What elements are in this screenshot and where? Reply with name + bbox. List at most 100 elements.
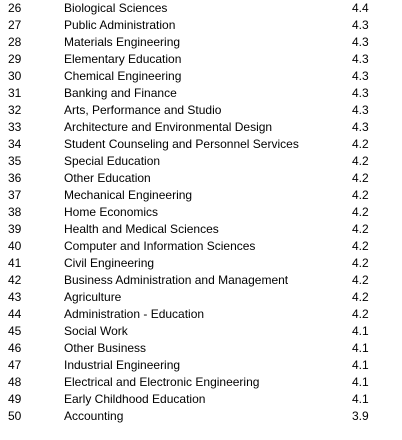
- table-row: 31 Banking and Finance 4.3: [0, 85, 402, 102]
- rank: 26: [8, 1, 22, 15]
- table-row: 50 Accounting 3.9: [0, 408, 402, 425]
- table-row: 32 Arts, Performance and Studio 4.3: [0, 102, 402, 119]
- score: 4.2: [352, 290, 369, 304]
- table-row: 49 Early Childhood Education 4.1: [0, 391, 402, 408]
- field-name: Chemical Engineering: [64, 69, 182, 83]
- score: 4.3: [352, 120, 369, 134]
- rank: 33: [8, 120, 22, 134]
- rank: 31: [8, 86, 22, 100]
- table-row: 46 Other Business 4.1: [0, 340, 402, 357]
- table-row: 43 Agriculture 4.2: [0, 289, 402, 306]
- rank: 43: [8, 290, 22, 304]
- field-name: Business Administration and Management: [64, 273, 289, 287]
- table-row: 38 Home Economics 4.2: [0, 204, 402, 221]
- table-row: 40 Computer and Information Sciences 4.2: [0, 238, 402, 255]
- field-name: Home Economics: [64, 205, 159, 219]
- rank: 34: [8, 137, 22, 151]
- score: 4.1: [352, 358, 369, 372]
- field-name: Biological Sciences: [64, 1, 168, 15]
- table-row: 47 Industrial Engineering 4.1: [0, 357, 402, 374]
- score: 4.2: [352, 256, 369, 270]
- table-row: 39 Health and Medical Sciences 4.2: [0, 221, 402, 238]
- field-name: Administration - Education: [64, 307, 205, 321]
- table-row: 33 Architecture and Environmental Design 4…: [0, 119, 402, 136]
- score: 4.2: [352, 205, 369, 219]
- field-name: Special Education: [64, 154, 161, 168]
- table-row: 26 Biological Sciences 4.4: [0, 0, 402, 17]
- rank: 40: [8, 239, 22, 253]
- table-row: 27 Public Administration 4.3: [0, 17, 402, 34]
- table-row: 29 Elementary Education 4.3: [0, 51, 402, 68]
- rank: 32: [8, 103, 22, 117]
- score: 4.2: [352, 273, 369, 287]
- rank: 46: [8, 341, 22, 355]
- rank: 29: [8, 52, 22, 66]
- table-row: 34 Student Counseling and Personnel Servi…: [0, 136, 402, 153]
- field-name: Industrial Engineering: [64, 358, 181, 372]
- score: 4.3: [352, 52, 369, 66]
- table-row: 44 Administration - Education 4.2: [0, 306, 402, 323]
- rank: 27: [8, 18, 22, 32]
- table-row: 36 Other Education 4.2: [0, 170, 402, 187]
- table-row: 28 Materials Engineering 4.3: [0, 34, 402, 51]
- score: 4.2: [352, 171, 369, 185]
- score: 4.1: [352, 392, 369, 406]
- score: 4.2: [352, 137, 369, 151]
- field-name: Arts, Performance and Studio: [64, 103, 222, 117]
- table-row: 30 Chemical Engineering 4.3: [0, 68, 402, 85]
- field-name: Computer and Information Sciences: [64, 239, 256, 253]
- table-row: 45 Social Work 4.1: [0, 323, 402, 340]
- field-name: Other Business: [64, 341, 147, 355]
- rank: 49: [8, 392, 22, 406]
- score: 4.2: [352, 222, 369, 236]
- field-name: Electrical and Electronic Engineering: [64, 375, 260, 389]
- field-name: Early Childhood Education: [64, 392, 206, 406]
- rank: 39: [8, 222, 22, 236]
- score: 4.2: [352, 188, 369, 202]
- rank: 41: [8, 256, 22, 270]
- rank: 42: [8, 273, 22, 287]
- field-name: Health and Medical Sciences: [64, 222, 219, 236]
- field-name: Public Administration: [64, 18, 176, 32]
- field-name: Agriculture: [64, 290, 122, 304]
- rank: 50: [8, 409, 22, 423]
- table-row: 37 Mechanical Engineering 4.2: [0, 187, 402, 204]
- field-name: Civil Engineering: [64, 256, 155, 270]
- score: 4.3: [352, 69, 369, 83]
- table-row: 42 Business Administration and Management…: [0, 272, 402, 289]
- rank: 35: [8, 154, 22, 168]
- field-name: Mechanical Engineering: [64, 188, 193, 202]
- rank: 48: [8, 375, 22, 389]
- score: 4.4: [352, 1, 369, 15]
- rank: 45: [8, 324, 22, 338]
- field-name: Accounting: [64, 409, 124, 423]
- field-name: Materials Engineering: [64, 35, 181, 49]
- rank: 38: [8, 205, 22, 219]
- rank: 44: [8, 307, 22, 321]
- score: 4.1: [352, 341, 369, 355]
- score: 4.3: [352, 18, 369, 32]
- rank: 30: [8, 69, 22, 83]
- table-row: 41 Civil Engineering 4.2: [0, 255, 402, 272]
- rank: 36: [8, 171, 22, 185]
- score: 4.1: [352, 324, 369, 338]
- score: 4.1: [352, 375, 369, 389]
- score: 4.2: [352, 307, 369, 321]
- score: 4.3: [352, 103, 369, 117]
- table-row: 48 Electrical and Electronic Engineering 4…: [0, 374, 402, 391]
- field-name: Student Counseling and Personnel Service…: [64, 137, 299, 151]
- field-name: Other Education: [64, 171, 151, 185]
- score: 4.2: [352, 239, 369, 253]
- field-name: Social Work: [64, 324, 128, 338]
- score: 4.3: [352, 35, 369, 49]
- field-name: Elementary Education: [64, 52, 182, 66]
- score: 4.3: [352, 86, 369, 100]
- rank: 47: [8, 358, 22, 372]
- rank: 28: [8, 35, 22, 49]
- field-name: Banking and Finance: [64, 86, 177, 100]
- score: 4.2: [352, 154, 369, 168]
- field-name: Architecture and Environmental Design: [64, 120, 273, 134]
- table-row: 35 Special Education 4.2: [0, 153, 402, 170]
- score: 3.9: [352, 409, 369, 423]
